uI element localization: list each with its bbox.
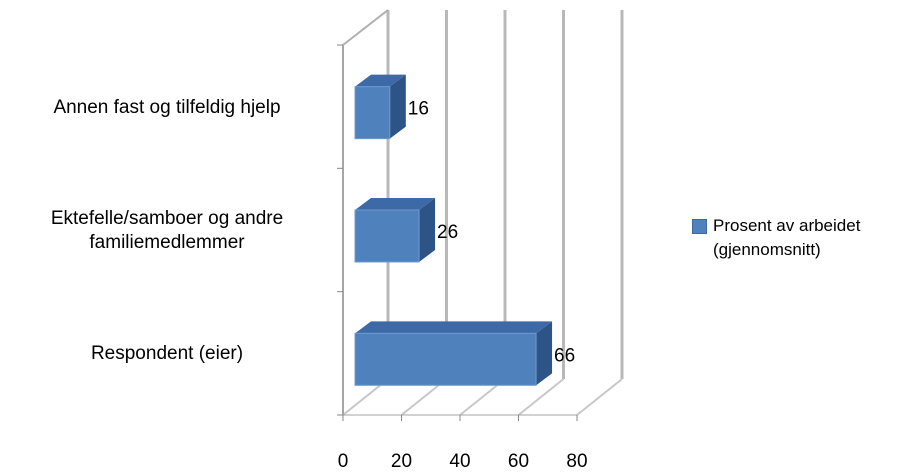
category-label: Ektefelle/samboer og andre familiemedlemm… xyxy=(0,207,337,255)
side-wall-top-edge xyxy=(342,9,389,46)
x-tick-label: 0 xyxy=(338,451,349,472)
floor-gridline xyxy=(517,378,565,416)
bar-top-face xyxy=(355,74,406,87)
legend-label-line-1: Prosent av arbeidet xyxy=(713,216,861,235)
bar-side-face xyxy=(419,198,436,262)
data-label: 16 xyxy=(408,99,429,120)
data-label: 66 xyxy=(554,345,575,366)
legend-label-line-2: (gjennomsnitt) xyxy=(713,240,821,259)
data-label: 26 xyxy=(437,222,458,243)
legend: Prosent av arbeidet (gjennomsnitt) xyxy=(692,214,906,262)
bar-top-face xyxy=(355,321,553,334)
bar-side-face xyxy=(389,74,406,139)
legend-swatch xyxy=(692,219,707,234)
legend-text: Prosent av arbeidet (gjennomsnitt) xyxy=(713,214,906,262)
bar-side-face xyxy=(536,321,553,386)
x-tick-label: 20 xyxy=(391,451,412,472)
category-label-line: Respondent (eier) xyxy=(90,343,244,365)
x-tick-label: 40 xyxy=(449,451,470,472)
bar xyxy=(354,332,537,386)
bar xyxy=(354,209,420,263)
bar-top-face xyxy=(355,198,436,210)
category-label: Annen fast og tilfeldig hjelp xyxy=(0,96,337,120)
bar xyxy=(354,86,391,140)
floor-gridline xyxy=(576,378,623,416)
category-label-line: Ektefelle/samboer og andre xyxy=(50,208,284,229)
category-label-line: Annen fast og tilfeldig hjelp xyxy=(53,96,281,118)
category-label: Respondent (eier) xyxy=(0,342,337,366)
x-tick-label: 60 xyxy=(508,451,529,472)
x-tick-label: 80 xyxy=(566,451,587,472)
category-label-line: familiemedlemmer xyxy=(89,232,245,253)
